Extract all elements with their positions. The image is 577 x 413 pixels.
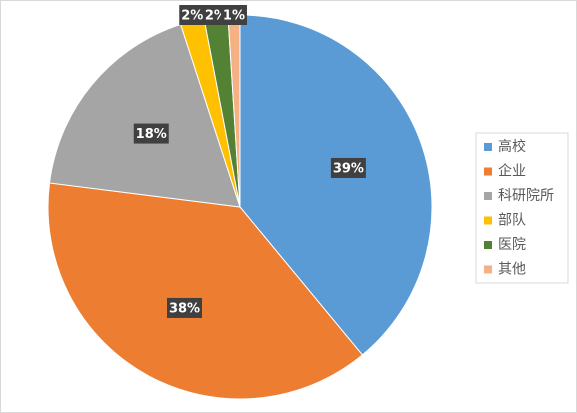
pie-slice [48,23,241,208]
pie-slice [239,14,433,356]
legend-swatch [484,167,492,176]
data-label: 18% [136,127,167,142]
data-label-box [330,157,366,178]
legend-label: 其他 [498,262,526,278]
legend-swatch [484,192,492,200]
legend-label: 医院 [498,237,526,253]
legend-label: 高校 [498,138,526,155]
legend-swatch [484,241,492,249]
legend-swatch [484,265,492,274]
data-label-box [220,5,247,25]
data-label-box [133,123,169,144]
legend-swatch [484,143,492,151]
legend-swatch [484,216,492,225]
legend-label: 科研院所 [498,188,554,204]
legend-label: 企业 [498,163,526,180]
data-label: 2% [181,9,203,24]
data-label: 1% [223,9,245,24]
data-label-box [179,5,206,25]
pie-slice [47,182,364,400]
legend-label: 部队 [498,213,526,229]
data-label-box [167,297,203,318]
data-label: 38% [169,301,200,316]
data-label: 39% [333,161,364,176]
legend-box [475,132,569,284]
